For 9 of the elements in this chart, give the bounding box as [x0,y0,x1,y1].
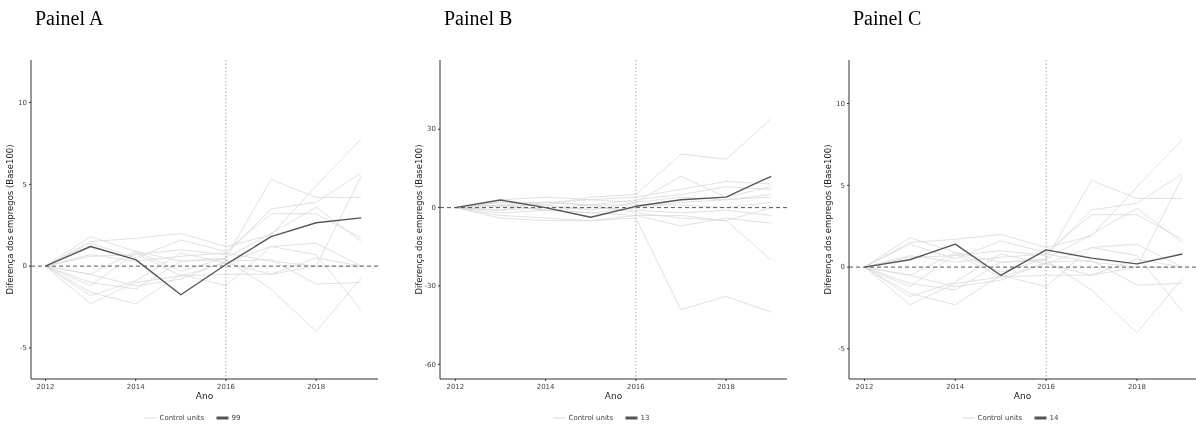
y-axis-title: Diferença dos empregos (Base100) [414,144,424,295]
x-axis-title: Ano [604,391,623,401]
y-axis-title: Diferença dos empregos (Base100) [5,144,15,295]
chart-title: Painel B [444,7,513,29]
chart-title: Painel A [35,7,104,29]
chart-title: Painel C [853,7,922,29]
x-axis-title: Ano [195,391,214,401]
x-axis-title: Ano [1013,391,1032,401]
y-axis-title: Diferença dos empregos (Base100) [823,144,833,295]
